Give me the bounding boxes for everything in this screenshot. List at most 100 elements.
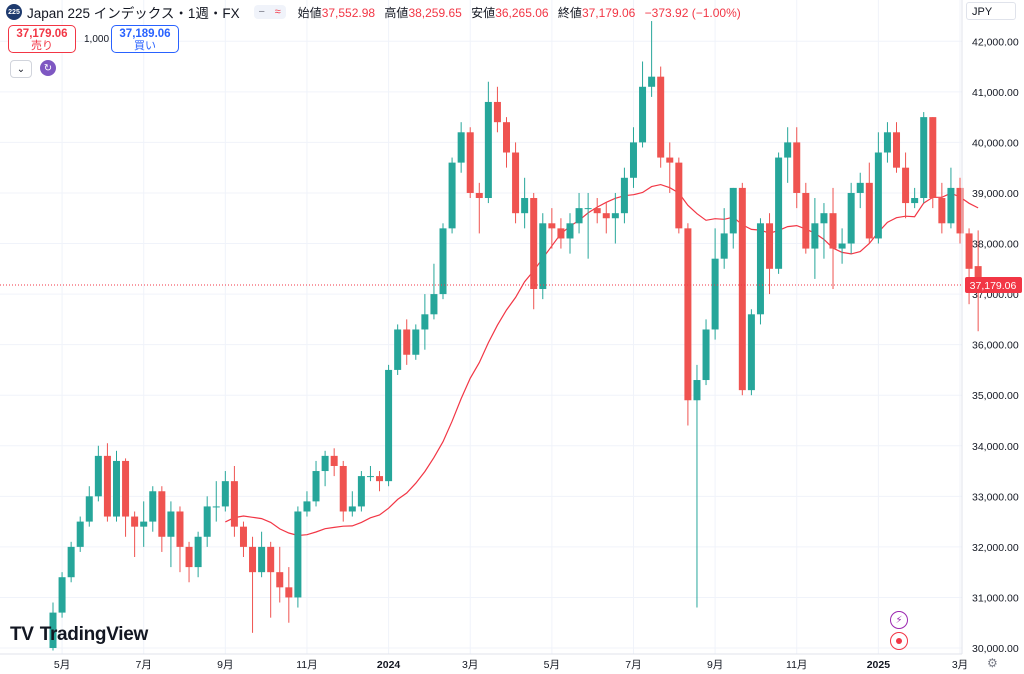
candle[interactable] — [684, 223, 692, 426]
candle[interactable] — [330, 448, 338, 477]
candle[interactable] — [802, 182, 810, 254]
candle[interactable] — [702, 319, 710, 386]
candle[interactable] — [167, 501, 175, 568]
candle[interactable] — [820, 203, 828, 259]
candle[interactable] — [394, 324, 402, 375]
indicator-pill[interactable]: − ≈ — [253, 5, 286, 19]
candle[interactable] — [883, 122, 891, 163]
candle[interactable] — [239, 521, 247, 557]
candle[interactable] — [484, 81, 492, 204]
candle[interactable] — [58, 572, 66, 618]
candle[interactable] — [893, 122, 901, 173]
candle[interactable] — [675, 157, 683, 234]
candle[interactable] — [874, 132, 882, 244]
candle[interactable] — [493, 86, 501, 133]
candle[interactable] — [49, 602, 57, 651]
price-axis[interactable]: 42,000.00 41,000.00 40,000.00 39,000.00 38,0… — [972, 36, 1019, 655]
candle[interactable] — [258, 531, 266, 578]
candle[interactable] — [521, 177, 529, 229]
candle[interactable] — [221, 471, 229, 512]
sell-button[interactable]: 37,179.06 売り — [8, 25, 76, 53]
candle[interactable] — [448, 157, 456, 234]
candle[interactable] — [620, 167, 628, 224]
candle[interactable] — [112, 450, 120, 522]
candle[interactable] — [629, 127, 637, 188]
candle[interactable] — [185, 541, 193, 583]
candle[interactable] — [512, 142, 520, 224]
candle[interactable] — [584, 192, 592, 259]
candle[interactable] — [829, 187, 837, 290]
candle[interactable] — [385, 364, 393, 487]
axis-settings-button[interactable]: ⚙ — [987, 656, 998, 670]
candle[interactable] — [756, 218, 764, 325]
candle[interactable] — [439, 223, 447, 300]
candle[interactable] — [76, 516, 84, 552]
symbol-badge[interactable]: 225 — [6, 4, 22, 20]
candle[interactable] — [566, 213, 574, 254]
candle[interactable] — [947, 167, 955, 229]
candle[interactable] — [793, 127, 801, 209]
candle[interactable] — [267, 541, 275, 618]
candle[interactable] — [249, 536, 257, 633]
candle[interactable] — [738, 182, 746, 396]
record-button[interactable] — [890, 632, 908, 650]
candle[interactable] — [149, 486, 157, 532]
time-axis[interactable]: 5月 7月 9月 11月 2024 3月 5月 7月 9月 11月 2025 3月 — [54, 659, 968, 671]
candle[interactable] — [856, 172, 864, 209]
candle[interactable] — [457, 122, 465, 173]
candle[interactable] — [593, 198, 601, 224]
candle[interactable] — [539, 213, 547, 300]
candle[interactable] — [85, 486, 93, 527]
candle[interactable] — [784, 127, 792, 183]
candle[interactable] — [212, 481, 220, 522]
order-quantity[interactable]: 1,000 — [84, 34, 110, 45]
candle[interactable] — [657, 66, 665, 168]
candle[interactable] — [711, 228, 719, 340]
candle[interactable] — [720, 208, 728, 269]
candle[interactable] — [430, 263, 438, 320]
candle[interactable] — [557, 218, 565, 249]
candle[interactable] — [475, 182, 483, 234]
candle[interactable] — [276, 546, 284, 603]
candle[interactable] — [865, 162, 873, 244]
candle[interactable] — [811, 198, 819, 279]
candle[interactable] — [503, 117, 510, 168]
refresh-button[interactable]: ↻ — [40, 60, 56, 76]
candle[interactable] — [403, 319, 411, 365]
candle[interactable] — [412, 324, 420, 360]
candle[interactable] — [693, 364, 701, 608]
candle[interactable] — [956, 177, 964, 244]
candle[interactable] — [421, 294, 429, 350]
candle[interactable] — [194, 531, 202, 578]
wave-icon[interactable]: ≈ — [274, 6, 281, 18]
candle[interactable] — [648, 21, 656, 97]
candle[interactable] — [775, 152, 783, 274]
candle[interactable] — [602, 203, 610, 234]
candle[interactable] — [94, 445, 102, 502]
lightning-button[interactable]: ⚡ — [890, 611, 908, 629]
candle[interactable] — [176, 506, 184, 573]
candle[interactable] — [575, 192, 583, 234]
candle[interactable] — [530, 192, 538, 310]
minus-icon[interactable]: − — [258, 6, 265, 18]
candle[interactable] — [339, 460, 347, 522]
candle[interactable] — [911, 187, 919, 209]
candle[interactable] — [357, 471, 365, 512]
candle[interactable] — [920, 112, 928, 204]
candle[interactable] — [639, 61, 647, 148]
buy-button[interactable]: 37,189.06 買い — [111, 25, 179, 53]
candle[interactable] — [902, 152, 910, 219]
currency-selector[interactable]: JPY — [966, 2, 1016, 20]
candle[interactable] — [203, 496, 211, 547]
candle[interactable] — [131, 511, 139, 557]
candle[interactable] — [366, 465, 374, 482]
candle[interactable] — [140, 501, 148, 547]
candle[interactable] — [747, 309, 755, 396]
candle[interactable] — [548, 208, 556, 249]
candle[interactable] — [312, 460, 320, 507]
candle[interactable] — [838, 228, 846, 264]
candle[interactable] — [729, 187, 737, 249]
candle[interactable] — [158, 486, 166, 552]
candle[interactable] — [466, 127, 474, 199]
candle[interactable] — [285, 567, 293, 623]
